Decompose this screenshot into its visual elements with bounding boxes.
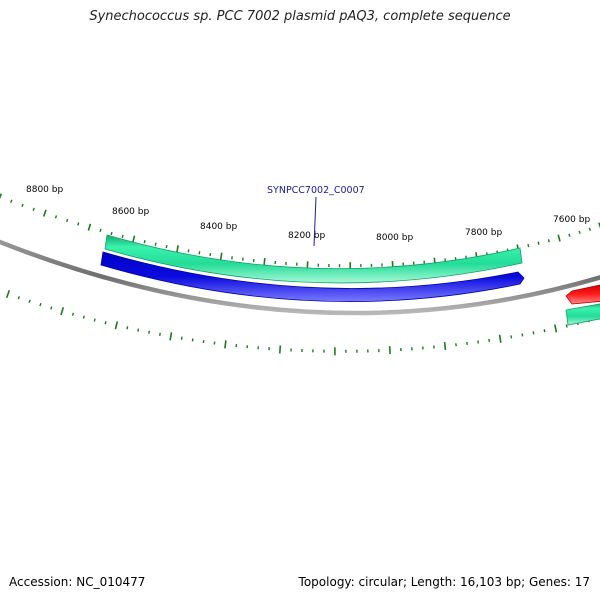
inner-tick [71,312,75,316]
outer-tick [537,241,540,245]
outer-tick [54,215,58,219]
inner-tick [137,328,140,332]
inner-tick [17,296,20,300]
outer-tick [598,222,600,229]
inner-tick [93,318,96,322]
page-title: Synechococcus sp. PCC 7002 plasmid pAQ3,… [89,9,511,24]
inner-tick-ring [5,289,600,356]
inner-tick [191,338,194,342]
summary-label: Topology: circular; Length: 16,103 bp; G… [298,575,590,589]
ruler-label-7800: 7800 bp [465,228,502,238]
inner-tick [28,299,31,303]
outer-tick [77,222,80,226]
outer-tick [187,249,190,253]
inner-tick [279,345,282,354]
outer-tick [263,258,266,266]
gene-track-reverse[interactable] [100,251,525,302]
plasmid-backbone [0,239,600,316]
outer-tick [578,230,581,234]
inner-tick [498,334,502,343]
ruler-label-7600: 7600 bp [553,215,590,225]
inner-tick [521,333,524,337]
outer-tick [10,199,13,203]
inner-tick [532,331,535,335]
outer-tick [154,242,157,246]
inner-tick [554,324,558,333]
outer-tick [547,239,550,243]
inner-tick [82,315,85,319]
outer-tick [99,228,102,232]
outer-tick [568,233,571,237]
outer-tick [527,244,530,248]
gene-feature-green-right[interactable] [565,303,600,326]
outer-tick [219,252,223,260]
outer-tick [121,234,124,238]
inner-tick [443,341,447,350]
ruler-label-8600: 8600 bp [112,207,149,217]
inner-tick [169,332,173,341]
inner-tick [5,289,11,299]
outer-tick [66,218,69,223]
outer-tick [132,235,136,243]
outer-tick [32,207,35,212]
ruler-label-8400: 8400 bp [200,222,237,232]
outer-tick [176,245,179,253]
inner-tick [159,332,161,337]
outer-tick [557,234,561,242]
inner-tick [224,340,227,349]
outer-tick [87,223,92,231]
gene-label-leader [313,196,317,247]
inner-tick [488,338,491,343]
inner-tick [180,336,183,340]
inner-tick [565,324,568,328]
inner-tick [39,302,42,307]
inner-tick [50,306,53,310]
outer-tick [588,227,591,231]
outer-tick [198,251,201,255]
gene-track-forward[interactable] [104,234,523,284]
inner-tick [60,307,65,316]
ruler-label-8200: 8200 bp [288,231,325,241]
ruler-labels: 8800 bp 8600 bp 8400 bp 8200 bp 8000 bp … [26,185,590,243]
inner-tick [114,321,119,330]
inner-tick [543,329,546,333]
inner-tick [202,339,205,344]
inner-tick [126,326,129,330]
outer-tick [110,231,113,236]
outer-tick [42,209,47,217]
gene-label[interactable]: SYNPCC7002_C0007 [267,185,365,196]
accession-label: Accession: NC_010477 [9,575,146,589]
outer-tick [165,244,168,249]
gene-feature-red[interactable] [565,284,600,305]
outer-tick [143,240,146,244]
ruler-label-8800: 8800 bp [26,185,63,195]
inner-tick [510,335,513,339]
outer-tick [21,203,24,208]
ruler-label-8000: 8000 bp [376,233,413,243]
inner-tick [148,330,150,334]
inner-tick [104,321,107,325]
outer-tick [0,193,3,200]
